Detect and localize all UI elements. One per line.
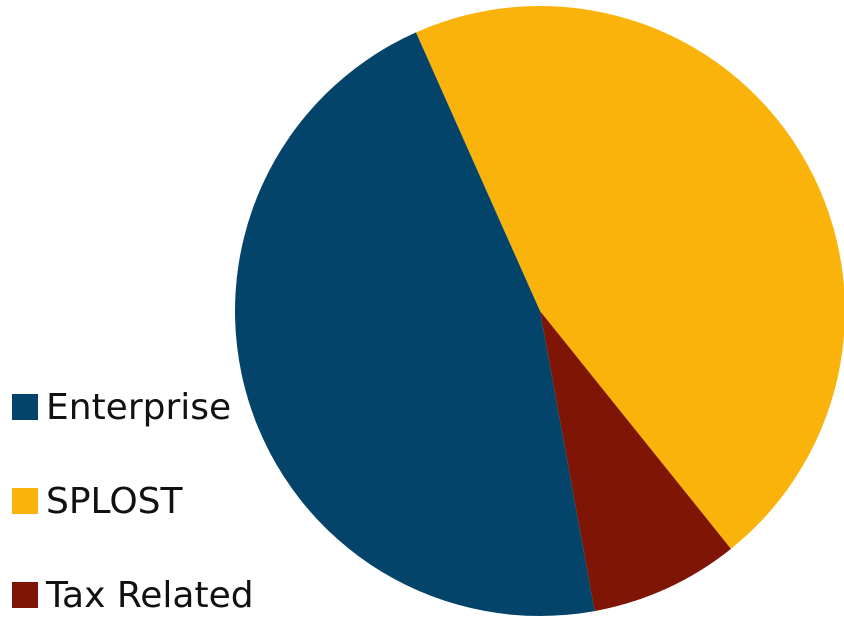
legend-swatch-tax-related [12,582,38,608]
pie-slice-tax-related [540,311,731,612]
legend-item-enterprise: Enterprise [12,378,254,436]
legend-swatch-enterprise [12,394,38,420]
legend-item-splost: SPLOST [12,472,254,530]
chart-legend: Enterprise SPLOST Tax Related [12,378,254,624]
legend-label-splost: SPLOST [46,480,183,522]
pie-slice-splost [415,6,844,549]
legend-swatch-splost [12,488,38,514]
pie-slices [234,6,844,617]
legend-item-tax-related: Tax Related [12,566,254,624]
pie-slice-enterprise [234,32,595,617]
legend-label-enterprise: Enterprise [46,386,232,428]
legend-label-tax-related: Tax Related [46,574,254,616]
